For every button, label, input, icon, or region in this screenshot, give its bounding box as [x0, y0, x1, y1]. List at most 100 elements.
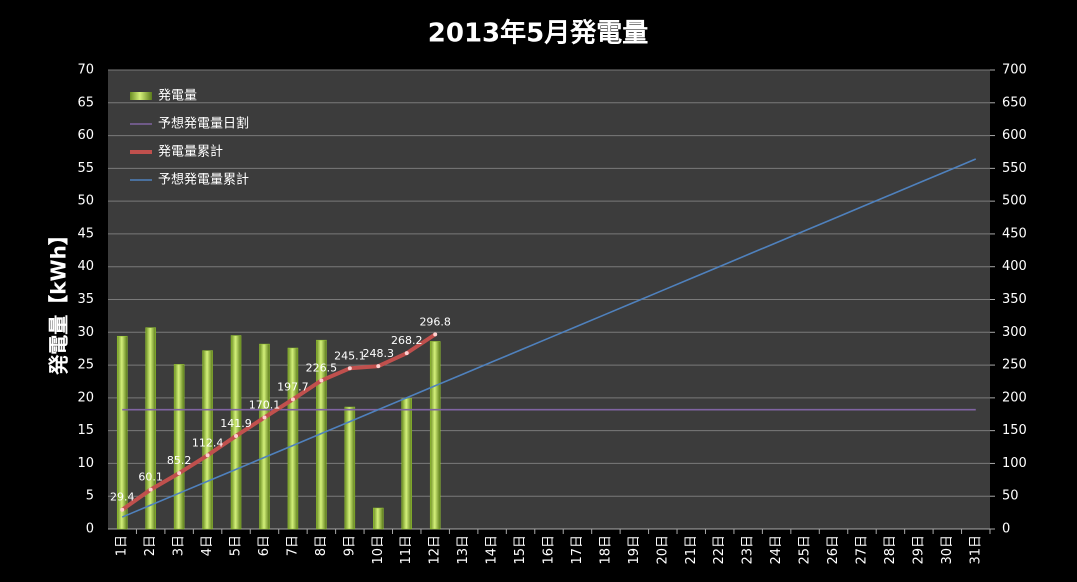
x-tick-label: 29日 — [911, 535, 926, 565]
x-tick-label: 22日 — [712, 535, 727, 565]
y2-tick-label: 700 — [1002, 63, 1027, 78]
data-label: 296.8 — [419, 315, 451, 328]
y2-tick-label: 200 — [1002, 390, 1027, 405]
point — [319, 378, 324, 383]
x-tick-label: 21日 — [684, 535, 699, 565]
legend-label: 予想発電量日割 — [158, 116, 249, 132]
x-tick-label: 1日 — [115, 535, 130, 556]
bar — [145, 327, 156, 530]
data-label: 85.2 — [167, 454, 192, 467]
y2-tick-label: 250 — [1002, 358, 1027, 373]
bar — [287, 347, 299, 530]
x-tick-label: 27日 — [854, 535, 869, 565]
y-tick-label: 45 — [77, 226, 94, 241]
x-tick-label: 18日 — [598, 535, 613, 565]
y-tick-label: 25 — [77, 358, 94, 373]
y-tick-label: 60 — [77, 128, 94, 143]
point — [205, 453, 210, 458]
data-label: 248.3 — [363, 347, 395, 360]
bar — [316, 339, 327, 530]
y2-tick-label: 50 — [1002, 489, 1019, 504]
x-tick-label: 16日 — [542, 535, 557, 565]
data-label: 245.1 — [334, 349, 366, 362]
y-tick-label: 5 — [86, 489, 94, 504]
y-tick-label: 65 — [77, 95, 94, 110]
y2-tick-label: 450 — [1002, 226, 1027, 241]
y-tick-label: 35 — [77, 292, 94, 307]
y-tick-label: 15 — [77, 423, 94, 438]
y2-tick-label: 0 — [1002, 522, 1010, 537]
legend-swatch — [130, 92, 152, 100]
data-label: 60.1 — [138, 471, 163, 484]
legend-label: 発電量累計 — [158, 144, 223, 160]
point — [290, 397, 295, 402]
x-tick-label: 31日 — [968, 535, 983, 565]
bar — [259, 343, 270, 530]
data-label: 197.7 — [277, 380, 309, 393]
point — [376, 364, 381, 369]
x-tick-label: 2日 — [143, 535, 158, 556]
data-label: 141.9 — [220, 417, 252, 430]
x-tick-label: 10日 — [371, 535, 386, 565]
bar — [344, 406, 356, 530]
y-tick-label: 70 — [77, 63, 94, 78]
y2-tick-label: 400 — [1002, 259, 1027, 274]
bar — [401, 398, 412, 530]
x-tick-label: 5日 — [229, 535, 244, 556]
point — [433, 332, 438, 337]
x-tick-label: 20日 — [655, 535, 670, 565]
y-tick-label: 20 — [77, 390, 94, 405]
point — [347, 366, 352, 371]
bar — [429, 341, 441, 530]
y2-tick-label: 150 — [1002, 423, 1027, 438]
x-tick-label: 28日 — [883, 535, 898, 565]
line — [121, 158, 977, 518]
legend-label: 発電量 — [158, 89, 197, 104]
y2-tick-label: 650 — [1002, 95, 1027, 110]
line — [121, 332, 437, 512]
x-tick-label: 8日 — [314, 535, 329, 556]
y2-tick-label: 600 — [1002, 128, 1027, 143]
data-label: 268.2 — [391, 334, 423, 347]
x-tick-label: 3日 — [172, 535, 187, 556]
x-tick-label: 23日 — [741, 535, 756, 565]
y-tick-label: 30 — [77, 325, 94, 340]
y-tick-label: 10 — [77, 456, 94, 471]
point — [234, 433, 239, 438]
y2-tick-label: 550 — [1002, 161, 1027, 176]
bar — [116, 335, 128, 530]
point — [262, 415, 267, 420]
point — [120, 507, 125, 512]
x-tick-label: 24日 — [769, 535, 784, 565]
data-label: 29.4 — [110, 491, 135, 504]
y2-tick-label: 500 — [1002, 194, 1027, 209]
data-label: 226.5 — [306, 361, 338, 374]
x-tick-label: 7日 — [285, 535, 300, 556]
legend-label: 予想発電量累計 — [158, 172, 249, 188]
bar — [202, 350, 213, 530]
x-tick-label: 30日 — [940, 535, 955, 565]
x-tick-label: 11日 — [399, 535, 414, 565]
x-tick-label: 25日 — [798, 535, 813, 565]
x-tick-label: 19日 — [627, 535, 642, 565]
x-tick-label: 9日 — [342, 535, 357, 556]
bar — [173, 364, 185, 530]
x-tick-label: 14日 — [485, 535, 500, 565]
point — [177, 471, 182, 476]
chart-title: 2013年5月発電量 — [428, 18, 648, 49]
y-tick-label: 40 — [77, 259, 94, 274]
x-tick-label: 12日 — [428, 535, 443, 565]
x-tick-label: 17日 — [570, 535, 585, 565]
x-tick-label: 6日 — [257, 535, 272, 556]
y-tick-label: 50 — [77, 194, 94, 209]
y2-tick-label: 350 — [1002, 292, 1027, 307]
y2-tick-label: 300 — [1002, 325, 1027, 340]
x-tick-label: 26日 — [826, 535, 841, 565]
y-tick-label: 55 — [77, 161, 94, 176]
x-tick-label: 13日 — [456, 535, 471, 565]
x-tick-label: 15日 — [513, 535, 528, 565]
data-label: 170.1 — [249, 398, 281, 411]
y2-tick-label: 100 — [1002, 456, 1027, 471]
y-tick-label: 0 — [86, 522, 94, 537]
